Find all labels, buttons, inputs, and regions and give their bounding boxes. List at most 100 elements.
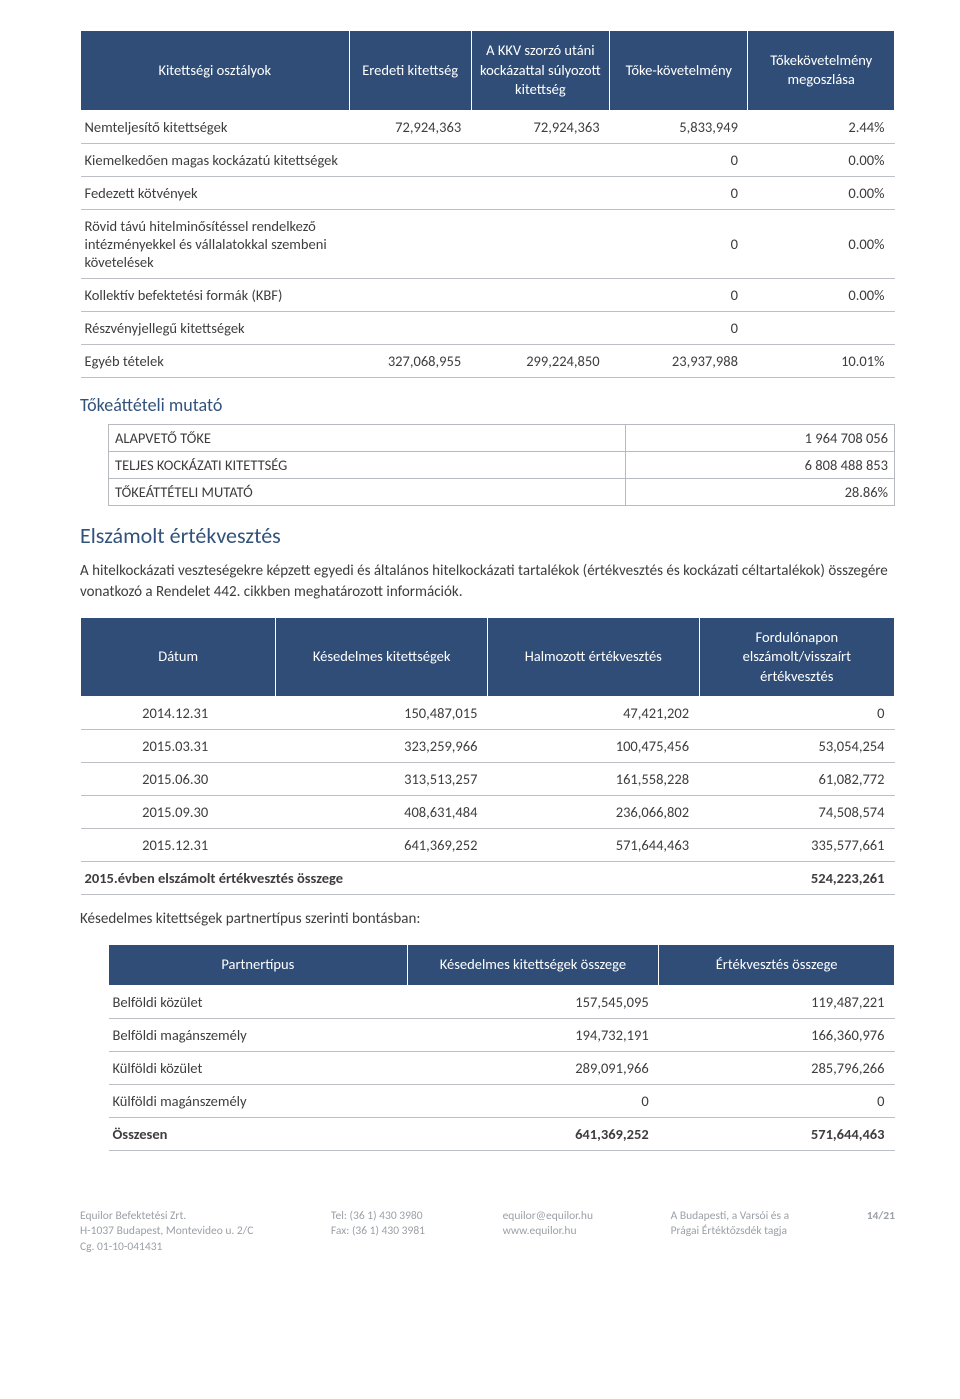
table-cell: 150,487,015 — [276, 697, 488, 730]
table-cell: TŐKEÁTTÉTELI MUTATÓ — [109, 478, 626, 505]
table-total-cell: Összesen — [109, 1117, 408, 1150]
table-cell: 2015.03.31 — [81, 730, 276, 763]
table-cell: 10.01% — [748, 344, 895, 377]
table-cell: Rövid távú hitelminősítéssel rendelkező … — [81, 209, 350, 278]
t2-h1: Késedelmes kitettségek — [276, 617, 488, 697]
footer-company-address: H-1037 Budapest, Montevideo u. 2/C — [80, 1224, 253, 1240]
t1-h4: Tőkekövetelmény megoszlása — [748, 31, 895, 111]
leverage-ratio-table: ALAPVETŐ TŐKE1 964 708 056TELJES KOCKÁZA… — [108, 424, 895, 506]
table-cell: 641,369,252 — [276, 829, 488, 862]
table-cell: 166,360,976 — [659, 1018, 895, 1051]
table-cell: 289,091,966 — [407, 1051, 659, 1084]
t2-h2: Halmozott értékvesztés — [487, 617, 699, 697]
t1-h0: Kitettségi osztályok — [81, 31, 350, 111]
table-cell: 0 — [610, 278, 748, 311]
table-cell: 0.00% — [748, 278, 895, 311]
table-cell: 47,421,202 — [487, 697, 699, 730]
table-cell: Részvényjellegű kitettségek — [81, 311, 350, 344]
footer-membership: A Budapesti, a Varsói és a Prágai Értékt… — [671, 1209, 790, 1256]
impairment-description: A hitelkockázati veszteségekre képzett e… — [80, 561, 895, 603]
table-cell: 194,732,191 — [407, 1018, 659, 1051]
footer-tel: Tel: (36 1) 430 3980 — [331, 1209, 425, 1225]
table-cell — [471, 311, 609, 344]
table-cell: 23,937,988 — [610, 344, 748, 377]
table-cell: 0 — [610, 143, 748, 176]
impairment-heading: Elszámolt értékvesztés — [80, 522, 895, 549]
table-cell — [349, 143, 471, 176]
table-cell: 161,558,228 — [487, 763, 699, 796]
table-cell: 571,644,463 — [487, 829, 699, 862]
table-cell: Külföldi magánszemély — [109, 1084, 408, 1117]
table-cell: 0 — [659, 1084, 895, 1117]
table-cell — [471, 143, 609, 176]
footer-membership-1: A Budapesti, a Varsói és a — [671, 1209, 790, 1225]
table-cell: 2015.12.31 — [81, 829, 276, 862]
leverage-ratio-heading: Tőkeáttételi mutató — [80, 394, 895, 416]
impairment-by-date-table: Dátum Késedelmes kitettségek Halmozott é… — [80, 617, 895, 896]
t1-h2: A KKV szorzó utáni kockázattal súlyozott… — [471, 31, 609, 111]
table-cell: 28.86% — [626, 478, 895, 505]
table-cell: 61,082,772 — [699, 763, 894, 796]
table-cell: Belföldi magánszemély — [109, 1018, 408, 1051]
table-cell: 0.00% — [748, 209, 895, 278]
table-cell: 335,577,661 — [699, 829, 894, 862]
table-cell: 2.44% — [748, 110, 895, 143]
footer-membership-2: Prágai Értéktőzsdék tagja — [671, 1224, 790, 1240]
table-cell: 313,513,257 — [276, 763, 488, 796]
footer-company: Equilor Befektetési Zrt. H-1037 Budapest… — [80, 1209, 253, 1256]
t3-h0: Partnertípus — [109, 945, 408, 986]
table-cell — [349, 311, 471, 344]
table-cell: 119,487,221 — [659, 985, 895, 1018]
table-cell: 0 — [610, 176, 748, 209]
table-cell: 72,924,363 — [471, 110, 609, 143]
table-cell — [349, 278, 471, 311]
table-cell: 0 — [610, 311, 748, 344]
table-total-cell: 641,369,252 — [407, 1117, 659, 1150]
table-cell: 408,631,484 — [276, 796, 488, 829]
table-total-label: 2015.évben elszámolt értékvesztés összeg… — [81, 862, 700, 895]
footer-company-reg: Cg. 01-10-041431 — [80, 1240, 253, 1256]
table-cell: 6 808 488 853 — [626, 451, 895, 478]
footer-web: equilor@equilor.hu www.equilor.hu — [503, 1209, 593, 1256]
table-cell: 2015.06.30 — [81, 763, 276, 796]
table-cell: TELJES KOCKÁZATI KITETTSÉG — [109, 451, 626, 478]
table-cell: Kollektív befektetési formák (KBF) — [81, 278, 350, 311]
table-cell: Belföldi közület — [109, 985, 408, 1018]
table-cell: 0 — [699, 697, 894, 730]
table-cell: 74,508,574 — [699, 796, 894, 829]
table-cell: Külföldi közület — [109, 1051, 408, 1084]
footer-company-name: Equilor Befektetési Zrt. — [80, 1209, 253, 1225]
table-cell — [748, 311, 895, 344]
footer-www: www.equilor.hu — [503, 1224, 593, 1240]
table-cell: 236,066,802 — [487, 796, 699, 829]
t2-h0: Dátum — [81, 617, 276, 697]
footer-email: equilor@equilor.hu — [503, 1209, 593, 1225]
footer-fax: Fax: (36 1) 430 3981 — [331, 1224, 425, 1240]
table-cell: 0.00% — [748, 143, 895, 176]
t1-h3: Tőke-követelmény — [610, 31, 748, 111]
table-cell: 100,475,456 — [487, 730, 699, 763]
table-cell: Kiemelkedően magas kockázatú kitettségek — [81, 143, 350, 176]
partner-type-table: Partnertípus Késedelmes kitettségek össz… — [108, 944, 895, 1151]
table-cell: 2015.09.30 — [81, 796, 276, 829]
table-cell: 299,224,850 — [471, 344, 609, 377]
table-cell — [471, 209, 609, 278]
table-total-value: 524,223,261 — [699, 862, 894, 895]
table-cell: ALAPVETŐ TŐKE — [109, 424, 626, 451]
table-cell: 157,545,095 — [407, 985, 659, 1018]
footer-phone: Tel: (36 1) 430 3980 Fax: (36 1) 430 398… — [331, 1209, 425, 1256]
table-cell — [349, 176, 471, 209]
t2-h3: Fordulónapon elszámolt/visszaírt értékve… — [699, 617, 894, 697]
table-cell: 0 — [610, 209, 748, 278]
table-cell — [471, 176, 609, 209]
table-cell: 323,259,966 — [276, 730, 488, 763]
table-total-cell: 571,644,463 — [659, 1117, 895, 1150]
table-cell: Nemteljesítő kitettségek — [81, 110, 350, 143]
table-cell — [471, 278, 609, 311]
page-number: 14/21 — [867, 1209, 895, 1256]
t1-h1: Eredeti kitettség — [349, 31, 471, 111]
t3-h1: Késedelmes kitettségek összege — [407, 945, 659, 986]
table-cell: 0.00% — [748, 176, 895, 209]
table-cell: Egyéb tételek — [81, 344, 350, 377]
table-cell: 0 — [407, 1084, 659, 1117]
